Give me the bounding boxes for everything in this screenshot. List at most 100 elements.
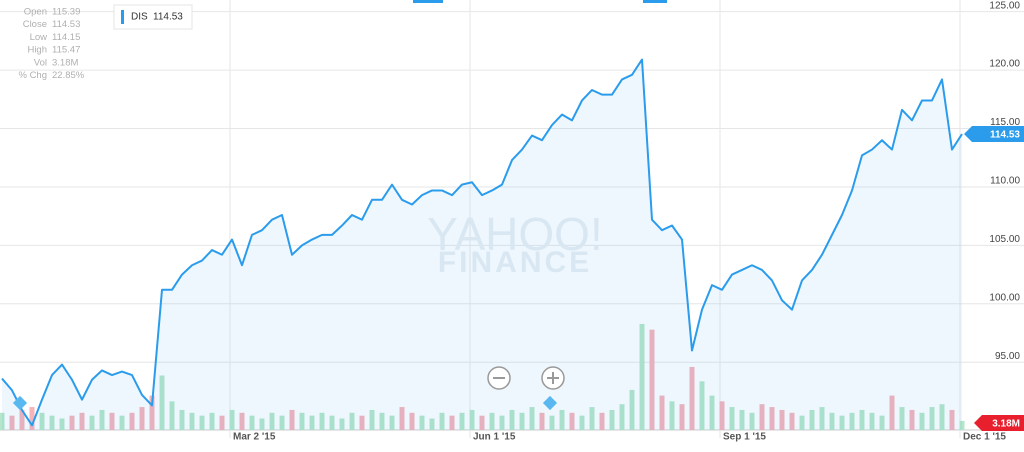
volume-bar <box>869 412 875 430</box>
volume-bar <box>629 389 635 430</box>
volume-bar <box>419 415 425 430</box>
volume-bar <box>309 415 315 430</box>
info-value: 115.47 <box>52 45 80 56</box>
volume-bar <box>69 415 75 430</box>
volume-bar <box>479 415 485 430</box>
y-tick-label: 110.00 <box>990 176 1020 187</box>
volume-bar <box>299 412 305 430</box>
volume-bar <box>779 409 785 430</box>
watermark: FINANCE <box>438 246 592 279</box>
volume-bar <box>169 401 175 430</box>
info-label: High <box>27 45 47 56</box>
zoom-in[interactable] <box>541 366 565 390</box>
event-marker[interactable] <box>542 395 558 411</box>
volume-bar <box>239 412 245 430</box>
volume-bar <box>619 404 625 430</box>
volume-bar <box>469 409 475 430</box>
volume-bar <box>829 412 835 430</box>
volume-bar <box>719 401 725 430</box>
volume-bar <box>859 409 865 430</box>
x-tick-label: Sep 1 '15 <box>723 432 766 443</box>
legend-swatch <box>121 10 124 24</box>
legend-value: 114.53 <box>153 12 183 23</box>
volume-bar <box>219 415 225 430</box>
tab-marker[interactable] <box>643 0 667 3</box>
volume-bar <box>879 415 885 430</box>
volume-bar <box>439 412 445 430</box>
volume-bar <box>939 404 945 430</box>
volume-bar <box>389 415 395 430</box>
volume-bar <box>689 366 695 430</box>
volume-bar <box>849 412 855 430</box>
volume-bar <box>679 404 685 430</box>
x-tick-label: Mar 2 '15 <box>233 432 276 443</box>
volume-bar <box>269 412 275 430</box>
volume-bar <box>949 409 955 430</box>
volume-bar <box>699 381 705 430</box>
volume-bar <box>109 412 115 430</box>
volume-bar <box>529 407 535 430</box>
volume-bar <box>289 409 295 430</box>
y-tick-label: 125.00 <box>989 0 1020 11</box>
volume-bar <box>409 412 415 430</box>
volume-bar <box>909 409 915 430</box>
volume-bar <box>959 420 965 430</box>
y-tick-label: 115.00 <box>990 117 1020 128</box>
volume-bar <box>399 407 405 430</box>
volume-bar <box>839 415 845 430</box>
volume-bar <box>819 407 825 430</box>
volume-tag-label: 3.18M <box>992 419 1020 430</box>
volume-bar <box>459 412 465 430</box>
volume-bar <box>669 401 675 430</box>
info-value: 114.53 <box>52 19 80 30</box>
volume-bar <box>319 412 325 430</box>
info-label: Vol <box>34 57 47 68</box>
info-label: Low <box>30 32 48 43</box>
volume-tag <box>974 415 1024 431</box>
price-tag-label: 114.53 <box>990 130 1020 141</box>
volume-bar <box>159 375 165 430</box>
volume-bar <box>139 407 145 430</box>
volume-bar <box>549 415 555 430</box>
volume-bar <box>49 415 55 430</box>
volume-bar <box>769 407 775 430</box>
y-tick-label: 105.00 <box>989 234 1020 245</box>
volume-bar <box>659 395 665 430</box>
volume-bar <box>489 412 495 430</box>
volume-bar <box>359 415 365 430</box>
volume-bar <box>369 409 375 430</box>
event-marker[interactable] <box>12 395 28 411</box>
volume-bar <box>929 407 935 430</box>
info-label: Close <box>23 19 47 30</box>
volume-bar <box>339 418 345 430</box>
y-tick-label: 95.00 <box>995 351 1020 362</box>
volume-bar <box>19 409 25 430</box>
volume-bar <box>79 412 85 430</box>
volume-bar <box>759 404 765 430</box>
volume-bar <box>429 418 435 430</box>
volume-bar <box>39 412 45 430</box>
info-label: % Chg <box>18 70 47 81</box>
tab-marker[interactable] <box>413 0 443 3</box>
volume-bar <box>0 412 5 430</box>
volume-bar <box>539 412 545 430</box>
volume-bar <box>89 415 95 430</box>
volume-bar <box>279 415 285 430</box>
watermark: YAHOO! <box>427 208 603 260</box>
volume-bar <box>789 412 795 430</box>
volume-bar <box>509 409 515 430</box>
volume-bar <box>889 395 895 430</box>
volume-bar <box>519 412 525 430</box>
volume-bar <box>229 409 235 430</box>
volume-bar <box>739 409 745 430</box>
x-tick-label: Jun 1 '15 <box>473 432 516 443</box>
plot <box>0 58 965 430</box>
volume-bar <box>799 415 805 430</box>
info-label: Open <box>24 7 47 18</box>
zoom-out[interactable] <box>487 366 511 390</box>
volume-bar <box>349 412 355 430</box>
price-line <box>1 58 963 427</box>
area <box>2 59 962 430</box>
volume-bar <box>119 415 125 430</box>
